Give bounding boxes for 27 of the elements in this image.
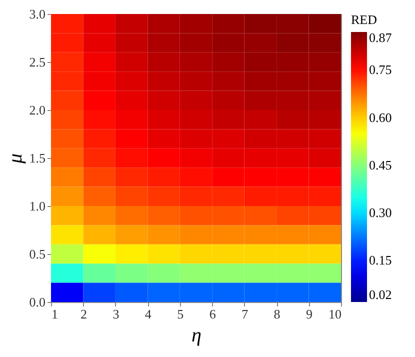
x-axis-title: η	[192, 324, 202, 346]
color-bar-label: 0.87	[369, 30, 392, 45]
y-tick-label: 1.5	[29, 150, 46, 166]
x-tick-label: 7	[242, 306, 249, 322]
y-tick-label: 2.0	[29, 102, 46, 118]
y-tick-label: 0.5	[29, 246, 46, 262]
y-axis-title: μ	[4, 153, 26, 165]
color-bar-title: RED	[351, 12, 377, 27]
x-tick-label: 9	[306, 306, 313, 322]
color-bar-label: 0.15	[369, 252, 392, 268]
x-tick-label: 5	[177, 306, 184, 322]
y-tick-label: 1.0	[29, 198, 46, 214]
y-tick-label: 2.5	[29, 54, 46, 70]
color-bar-label: 0.75	[369, 62, 392, 78]
x-tick-label: 3	[112, 306, 120, 322]
x-tick-label: 10	[328, 306, 342, 322]
color-bar-label: 0.30	[369, 205, 392, 220]
color-bar-label: 0.45	[369, 157, 392, 172]
x-tick-label: 1	[52, 306, 58, 322]
x-tick-label: 8	[274, 306, 280, 322]
color-bar-label: 0.02	[369, 287, 392, 302]
x-tick-label: 2	[80, 306, 87, 322]
y-tick-label: 3.0	[29, 6, 46, 22]
x-tick-label: 6	[209, 306, 216, 322]
color-bar-label: 0.60	[369, 110, 392, 125]
y-tick-label: 0.0	[29, 294, 46, 310]
x-tick-label: 4	[144, 306, 152, 322]
